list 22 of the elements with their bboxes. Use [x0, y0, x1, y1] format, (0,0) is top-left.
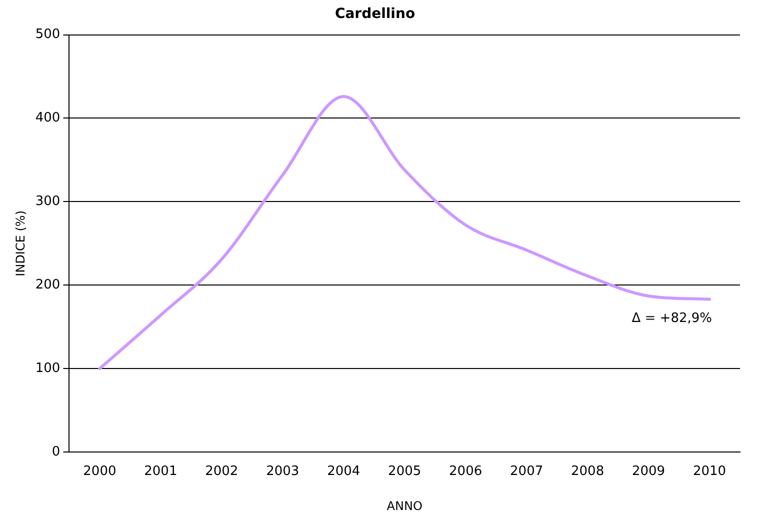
x-tick-label: 2006: [449, 464, 482, 480]
y-tick-label: 300: [35, 194, 60, 210]
annotation: Δ = +82,9%: [632, 310, 712, 326]
line-series: [98, 95, 712, 370]
y-axis-title: INDICE (%): [13, 210, 28, 276]
x-tick-label: 2007: [510, 464, 544, 480]
x-axis-title: ANNO: [386, 498, 422, 513]
x-tick-label: 2010: [692, 464, 726, 480]
x-tick-label: 2004: [327, 464, 360, 480]
x-tick-label: 2001: [144, 464, 178, 480]
x-tick-label: 2005: [388, 464, 422, 480]
x-tick-label: 2009: [632, 464, 666, 480]
y-tick-label: 500: [35, 27, 60, 42]
chart-title: Cardellino: [334, 6, 416, 22]
y-tick-label: 100: [35, 360, 60, 376]
y-tick-label: 200: [35, 277, 60, 292]
y-tick-label: 0: [52, 444, 60, 460]
x-tick-label: 2002: [205, 464, 238, 480]
x-tick-label: 2003: [266, 464, 300, 480]
y-tick-label: 400: [35, 110, 60, 126]
x-tick-label: 2000: [83, 464, 116, 480]
x-tick-label: 2008: [571, 464, 604, 480]
